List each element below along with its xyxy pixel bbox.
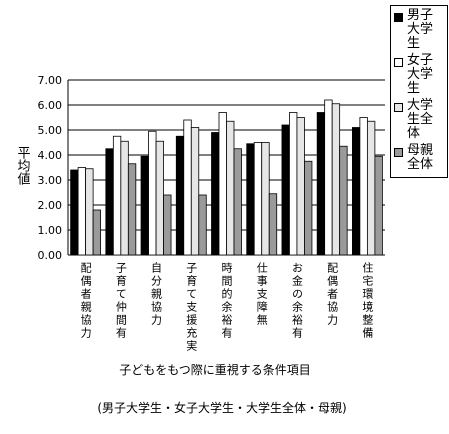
- x-tick-label: 時間的余裕有: [220, 262, 233, 340]
- note: (男子大学生・女子大学生・大学生全体・母親): [97, 400, 346, 415]
- bar: [92, 209, 102, 256]
- legend-swatch: [394, 148, 403, 157]
- bar: [140, 155, 149, 256]
- bar: [359, 117, 368, 256]
- bar: [112, 135, 122, 256]
- y-tick-label: 7.00: [38, 74, 63, 87]
- bar: [296, 117, 305, 256]
- legend-item: 女子大学生: [394, 54, 447, 96]
- bar: [233, 148, 242, 256]
- x-tick-label: 自分親協力: [150, 262, 163, 327]
- x-tick-label: 配偶者協力: [326, 262, 339, 327]
- y-tick-label: 0.00: [38, 249, 63, 262]
- y-tick-label: 2.00: [38, 199, 63, 212]
- bar: [155, 140, 164, 256]
- bar: [339, 145, 348, 256]
- legend-label: 男子大学生: [407, 8, 434, 51]
- bar: [268, 193, 278, 256]
- legend-label: 母親全体: [407, 143, 434, 172]
- legend-item: 母親全体: [394, 144, 447, 172]
- bar: [198, 194, 207, 256]
- bar: [324, 99, 333, 256]
- legend-swatch: [394, 58, 403, 67]
- bar: [281, 124, 290, 256]
- x-tick-label: 仕事支障無: [255, 262, 268, 327]
- bar: [148, 130, 157, 256]
- x-tick-label: お金の余裕有: [290, 262, 303, 340]
- bar: [175, 135, 185, 256]
- y-tick-label: 1.00: [38, 224, 63, 237]
- bar: [211, 132, 220, 256]
- bar: [253, 142, 263, 256]
- legend-item: 男子大学生: [394, 9, 447, 51]
- bar: [289, 112, 298, 256]
- legend-swatch: [394, 103, 403, 112]
- bar: [70, 169, 79, 256]
- bar: [218, 112, 227, 256]
- bar: [351, 127, 361, 256]
- bar: [374, 155, 383, 256]
- y-axis-label: 平均値: [15, 146, 31, 185]
- y-tick-label: 4.00: [38, 149, 63, 162]
- legend-item: 大学生全体: [394, 99, 447, 141]
- bar: [246, 143, 255, 256]
- bar: [331, 103, 341, 256]
- bar: [366, 120, 376, 256]
- bar: [316, 112, 326, 256]
- bar: [120, 140, 129, 256]
- bar: [190, 127, 200, 256]
- x-tick-label: 住宅環境整備: [361, 261, 374, 340]
- x-tick-label: 子育て支援充実: [185, 262, 198, 353]
- x-tick-label: 子育て仲間有: [114, 262, 127, 340]
- bar: [105, 148, 114, 256]
- bar: [85, 168, 94, 256]
- bar: [261, 142, 270, 256]
- bar: [304, 160, 313, 256]
- bar: [163, 194, 172, 256]
- y-tick-label: 3.00: [38, 174, 63, 187]
- bar: [77, 167, 87, 256]
- bar: [183, 119, 192, 256]
- y-tick-label: 6.00: [38, 99, 63, 112]
- legend-swatch: [394, 13, 403, 22]
- bar: [226, 120, 235, 256]
- legend: 男子大学生 女子大学生 大学生全体 母親全体: [390, 5, 448, 178]
- legend-label: 女子大学生: [407, 53, 434, 96]
- bar: [127, 163, 137, 256]
- legend-label: 大学生全体: [407, 98, 434, 141]
- x-tick-label: 配偶者親協力: [79, 262, 92, 340]
- y-tick-label: 5.00: [38, 124, 63, 137]
- x-axis-label: 子どもをもつ際に重視する条件項目: [119, 362, 311, 377]
